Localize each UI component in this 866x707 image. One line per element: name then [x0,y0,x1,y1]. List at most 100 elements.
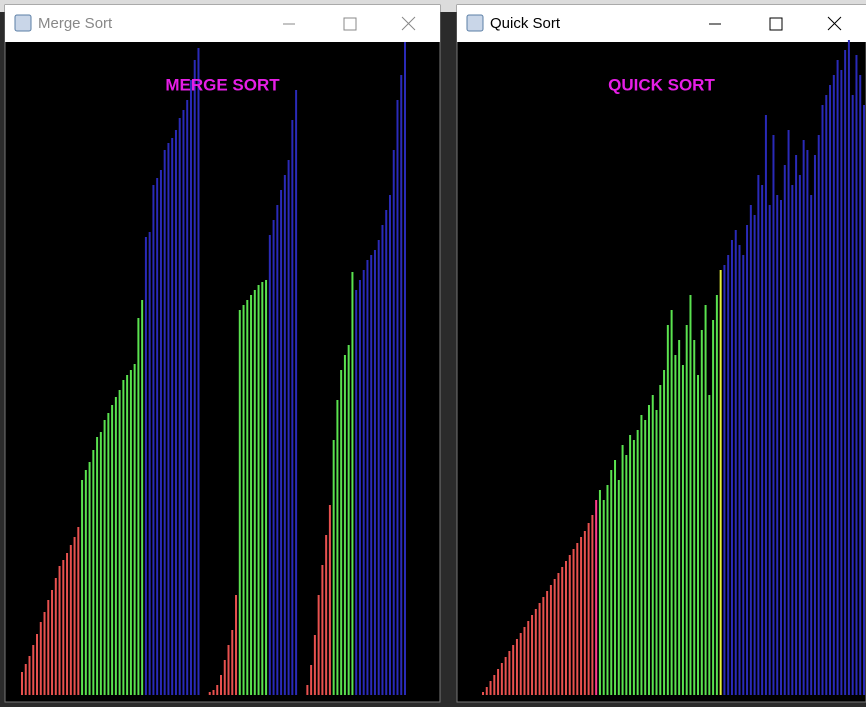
bar [156,178,159,695]
bar [122,380,125,695]
bar [591,515,594,695]
bar [806,150,809,695]
bar [704,305,707,695]
bar [568,555,571,695]
bar [212,690,215,695]
bar [396,100,399,695]
bar [746,225,749,695]
bar [512,645,515,695]
bar [647,405,650,695]
bar [576,543,579,695]
bar [171,138,174,695]
bar [863,105,865,695]
bar [347,345,350,695]
bar [62,560,65,695]
bar [832,75,835,695]
bar [231,630,234,695]
bar [553,579,556,695]
bar [261,282,264,695]
bar [817,135,820,695]
bar [783,165,786,695]
bar [534,609,537,695]
bar [715,295,718,695]
bar [377,240,380,695]
bar [366,260,369,695]
bar [272,220,275,695]
bar [268,235,271,695]
bar [325,535,328,695]
bar [855,55,858,695]
bar [133,364,136,695]
bar [373,250,376,695]
bar [723,265,726,695]
bar [515,639,518,695]
bar [174,130,177,695]
bar [659,385,662,695]
close-button[interactable] [827,16,842,31]
bar [370,255,373,695]
bar [546,591,549,695]
app-icon [14,14,32,32]
bar [36,634,39,695]
bar [757,175,760,695]
bar [47,600,50,695]
bar [840,70,843,695]
maximize-button[interactable] [769,17,783,31]
bar [24,664,27,695]
bar [404,42,406,695]
bar [742,255,745,695]
bar [802,140,805,695]
bar [629,435,632,695]
bar [310,665,313,695]
bar [557,573,560,695]
bar [595,500,598,695]
bar [583,531,586,695]
bar [564,561,567,695]
bar [829,85,832,695]
close-button[interactable] [401,16,416,31]
bar [328,505,331,695]
bar [152,185,155,695]
bar [749,205,752,695]
bar [246,300,249,695]
bar [58,566,61,695]
bar [400,75,403,695]
bar [508,651,511,695]
bar [313,635,316,695]
window-title: Quick Sort [490,15,561,32]
bar [178,118,181,695]
bar [640,415,643,695]
bar [644,420,647,695]
window-titlebar [457,5,866,42]
bar [738,245,741,695]
bar [523,627,526,695]
bar [542,597,545,695]
window-titlebar [5,5,440,42]
bar [681,365,684,695]
bar [632,440,635,695]
bar [813,155,816,695]
bar [362,270,365,695]
bar [531,615,534,695]
bar [666,325,669,695]
bar [66,553,69,695]
bar [527,621,530,695]
bar [69,545,72,695]
bar [636,430,639,695]
bar [617,480,620,695]
bar [674,355,677,695]
bar [283,175,286,695]
bar [208,692,211,695]
bar [238,310,241,695]
bar [96,437,99,695]
bar [519,633,522,695]
maximize-button[interactable] [343,17,357,31]
bar [381,225,384,695]
bar [602,500,605,695]
bar [776,195,779,695]
bar [167,143,170,695]
bar [257,285,260,695]
bar [719,270,722,695]
bar [798,175,801,695]
bar [761,185,764,695]
